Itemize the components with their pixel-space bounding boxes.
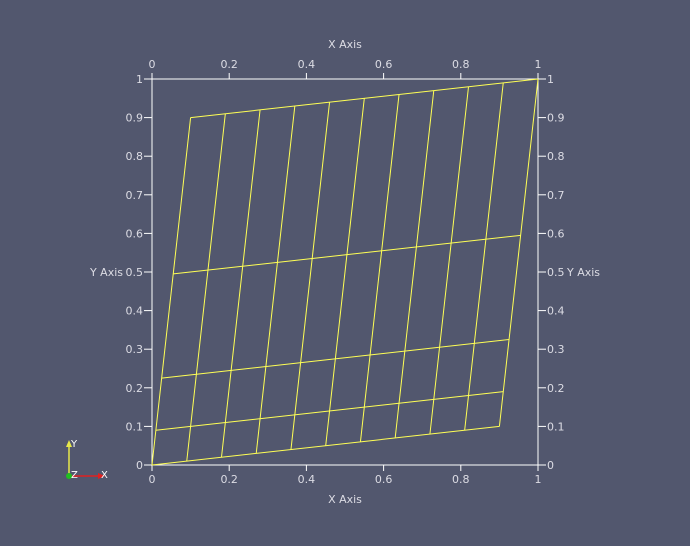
y-tick-label-right: 0	[547, 459, 554, 472]
mesh-line-vertical	[394, 90, 435, 439]
y-tick-label-left: 0.4	[126, 305, 144, 318]
mesh-line-vertical	[186, 113, 226, 462]
x-tick-label-top: 0.6	[375, 58, 393, 71]
mesh-line-vertical	[429, 86, 470, 435]
y-tick-label-right: 0.7	[547, 189, 565, 202]
x-tick-label-bottom: 0.4	[298, 473, 316, 486]
y-tick-label-left: 0.5	[126, 266, 144, 279]
triad-x-arrow	[98, 473, 105, 479]
mesh-wireframe	[151, 78, 539, 466]
y-tick-label-right: 0.5	[547, 266, 565, 279]
y-tick-label-left: 0.9	[126, 112, 144, 125]
triad-y-label: Y	[70, 439, 78, 450]
x-tick-label-top: 0.2	[220, 58, 238, 71]
y-tick-label-right: 0.3	[547, 343, 565, 356]
y-tick-label-right: 0.4	[547, 305, 565, 318]
x-tick-label-top: 0.8	[452, 58, 470, 71]
mesh-line-horizontal	[190, 78, 539, 119]
y-tick-label-left: 0.2	[126, 382, 144, 395]
x-tick-label-bottom: 0	[149, 473, 156, 486]
y-tick-label-left: 0.7	[126, 189, 144, 202]
mesh-line-vertical	[498, 78, 539, 427]
mesh-line-horizontal	[155, 391, 504, 431]
y-tick-label-left: 0	[136, 459, 143, 472]
y-tick-label-left: 0.1	[126, 420, 144, 433]
mesh-line-vertical	[359, 94, 400, 442]
y-tick-label-right: 0.2	[547, 382, 565, 395]
y-tick-label-right: 0.6	[547, 227, 565, 240]
x-axis-title-bottom: X Axis	[328, 493, 362, 506]
axis-ticks	[144, 73, 546, 471]
orientation-axes: Y Z X	[66, 439, 108, 481]
x-tick-label-bottom: 0.8	[452, 473, 470, 486]
mesh-line-horizontal	[173, 234, 521, 275]
x-tick-label-top: 1	[535, 58, 542, 71]
x-tick-label-bottom: 0.6	[375, 473, 393, 486]
y-axis-title-right: Y Axis	[566, 266, 600, 279]
x-tick-label-top: 0	[149, 58, 156, 71]
y-tick-label-right: 1	[547, 73, 554, 86]
x-tick-label-top: 0.4	[298, 58, 316, 71]
mesh-line-vertical	[255, 105, 296, 454]
y-tick-label-right: 0.8	[547, 150, 565, 163]
y-tick-label-left: 0.3	[126, 343, 144, 356]
triad-x-label: X	[101, 470, 108, 481]
mesh-line-vertical	[290, 102, 331, 450]
triad-y-arrow	[66, 440, 72, 447]
y-tick-label-left: 1	[136, 73, 143, 86]
mesh-line-vertical	[151, 117, 192, 466]
triad-z-label: Z	[71, 470, 78, 481]
y-axis-title-left: Y Axis	[89, 266, 123, 279]
y-tick-label-left: 0.8	[126, 150, 144, 163]
x-tick-label-bottom: 0.2	[220, 473, 238, 486]
mesh-line-vertical	[464, 82, 504, 431]
x-axis-title-top: X Axis	[328, 38, 362, 51]
mesh-line-horizontal	[151, 425, 500, 466]
mesh-line-vertical	[325, 98, 365, 446]
mesh-line-horizontal	[161, 339, 510, 379]
mesh-line-vertical	[220, 109, 261, 458]
y-tick-label-left: 0.6	[126, 227, 144, 240]
y-tick-label-right: 0.1	[547, 420, 565, 433]
y-tick-label-right: 0.9	[547, 112, 565, 125]
x-tick-label-bottom: 1	[535, 473, 542, 486]
triad-z-axis	[66, 473, 72, 479]
